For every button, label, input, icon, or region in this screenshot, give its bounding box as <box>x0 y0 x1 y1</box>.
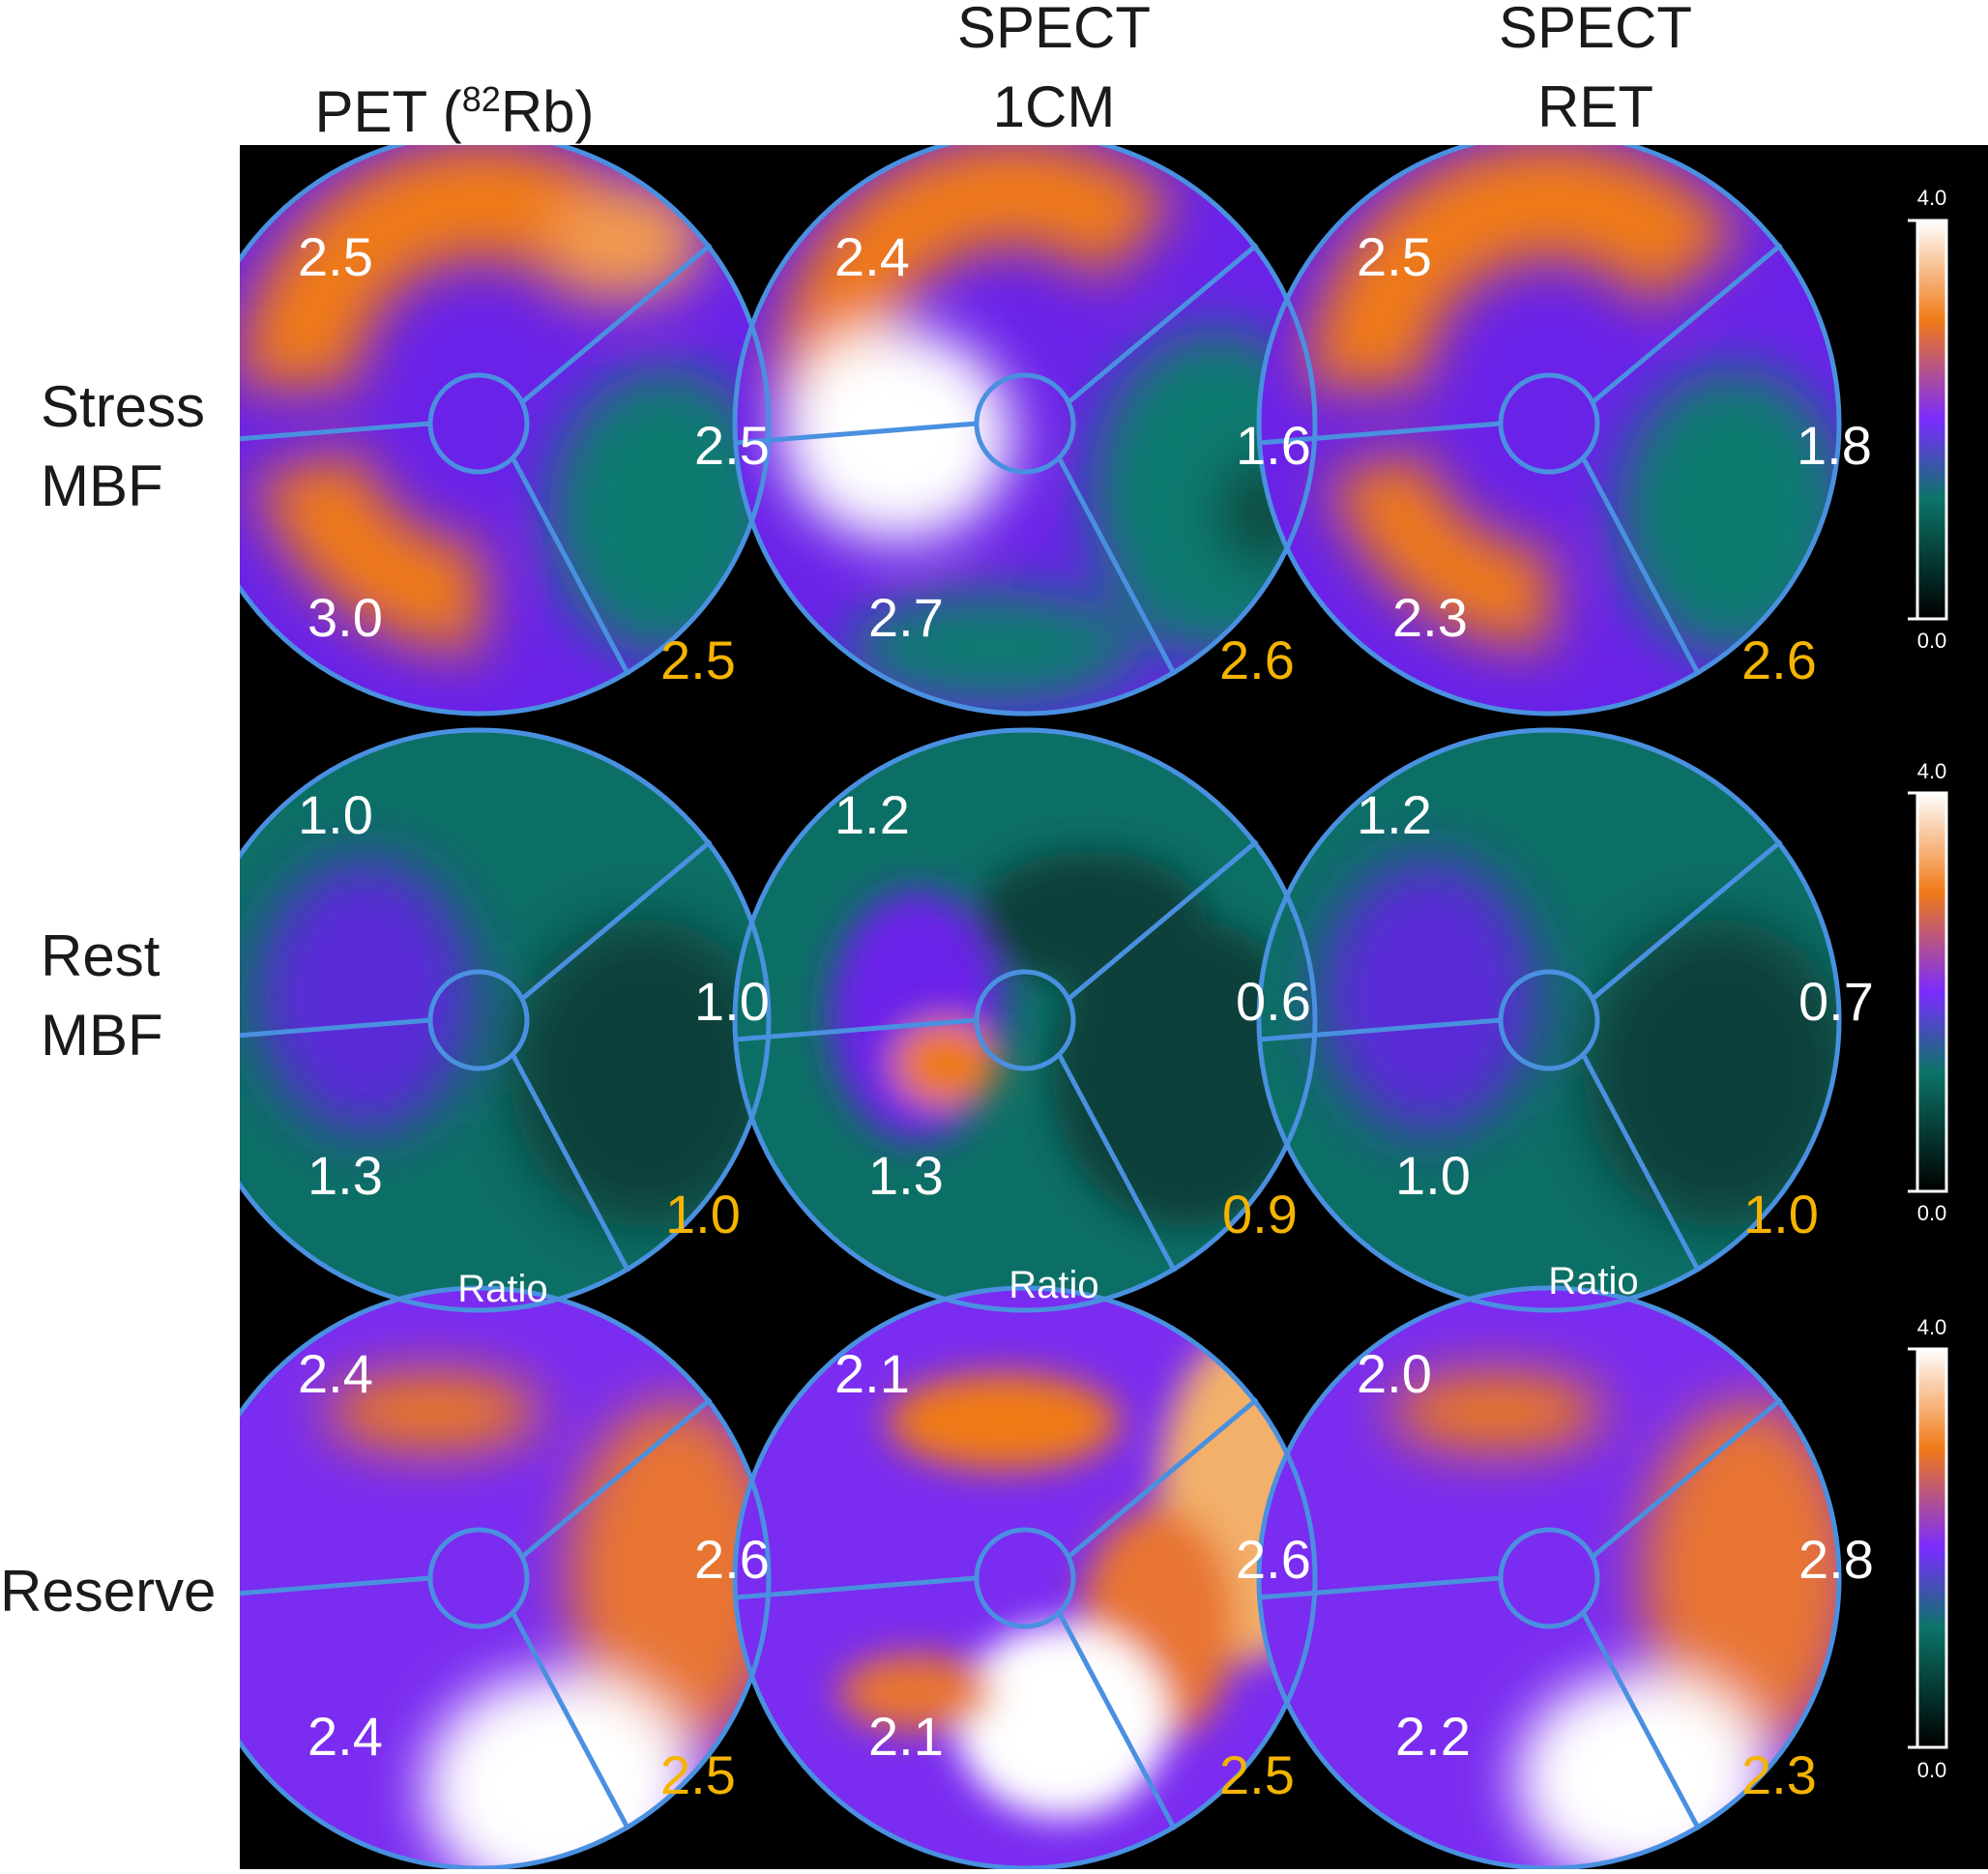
value-lcx: 0.6 <box>1236 971 1311 1032</box>
value-global: 2.5 <box>660 630 736 690</box>
column-title-spect-1cm: SPECT 1CM <box>956 0 1152 139</box>
colorbar-max: 4.0 <box>1917 759 1947 783</box>
rest-map-spect-1cm <box>735 730 1315 1310</box>
colorbar-stress: 4.0 0.0 <box>1908 186 1948 653</box>
value-rca: 2.3 <box>1392 587 1468 648</box>
value-lcx: 1.0 <box>694 971 770 1032</box>
colorbar-min: 0.0 <box>1917 629 1947 653</box>
column-title-spect-ret: SPECT RET <box>1498 0 1693 139</box>
value-lcx: 2.6 <box>694 1529 770 1590</box>
value-global: 1.0 <box>1743 1184 1819 1244</box>
value-lad: 2.4 <box>834 226 910 287</box>
outline-r1c1 <box>732 727 1318 1313</box>
rest-map-pet <box>189 730 769 1310</box>
value-rca: 2.4 <box>307 1706 383 1767</box>
value-global: 0.9 <box>1222 1184 1298 1244</box>
value-global: 2.3 <box>1741 1744 1817 1805</box>
reserve-map-pet <box>189 1288 769 1868</box>
value-rca: 3.0 <box>307 587 383 648</box>
column-title-pet: PET (82Rb) <box>314 79 595 144</box>
value-global: 1.0 <box>665 1184 741 1244</box>
value-lad: 1.2 <box>834 784 910 845</box>
value-lcx: 2.5 <box>694 415 770 476</box>
value-rca: 2.1 <box>868 1706 944 1767</box>
ratio-label-spect-1cm: Ratio <box>1009 1264 1098 1306</box>
outline-r2c2 <box>1256 1285 1842 1871</box>
value-lcx: 2.6 <box>1236 1529 1311 1590</box>
colorbar-rest: 4.0 0.0 <box>1908 759 1948 1225</box>
value-global: 2.5 <box>1219 1744 1295 1805</box>
value-lad: 2.1 <box>834 1343 910 1404</box>
value-global: 2.6 <box>1741 630 1817 690</box>
row-label-rest: Rest MBF <box>41 923 163 1068</box>
rest-map-spect-ret <box>1259 730 1839 1310</box>
polar-map-panel: Ratio Ratio Ratio 2.5 2.5 3.0 2.5 2.4 1.… <box>186 131 1988 1871</box>
ratio-label-spect-ret: Ratio <box>1548 1260 1638 1303</box>
value-lcx: 2.8 <box>1798 1529 1874 1590</box>
colorbar-max: 4.0 <box>1917 186 1947 210</box>
value-global: 2.6 <box>1219 630 1295 690</box>
value-lad: 2.0 <box>1357 1343 1432 1404</box>
colorbar-min: 0.0 <box>1917 1201 1947 1225</box>
value-rca: 1.3 <box>307 1145 383 1206</box>
value-rca: 2.7 <box>868 587 944 648</box>
value-lcx: 0.7 <box>1798 971 1874 1032</box>
value-rca: 1.0 <box>1395 1145 1471 1206</box>
stress-map-spect-ret <box>1259 133 1839 714</box>
value-lad: 2.5 <box>298 226 373 287</box>
row-label-stress: Stress MBF <box>41 374 206 518</box>
colorbar-max: 4.0 <box>1917 1315 1947 1339</box>
row-label-reserve: Reserve <box>0 1559 217 1624</box>
value-global: 2.5 <box>660 1744 736 1805</box>
colorbar-min: 0.0 <box>1917 1758 1947 1782</box>
ratio-label-pet: Ratio <box>457 1268 547 1310</box>
value-lad: 1.2 <box>1357 784 1432 845</box>
value-lcx: 1.6 <box>1236 415 1311 476</box>
outline-r1c2 <box>1256 727 1842 1313</box>
value-lad: 2.4 <box>298 1343 373 1404</box>
reserve-map-spect-1cm <box>735 1288 1315 1868</box>
outline-r2c1 <box>732 1285 1318 1871</box>
colorbar-reserve: 4.0 0.0 <box>1908 1315 1948 1782</box>
value-rca: 2.2 <box>1395 1706 1471 1767</box>
value-lad: 1.0 <box>298 784 373 845</box>
value-lcx: 1.8 <box>1797 415 1872 476</box>
value-rca: 1.3 <box>868 1145 944 1206</box>
value-lad: 2.5 <box>1357 226 1432 287</box>
